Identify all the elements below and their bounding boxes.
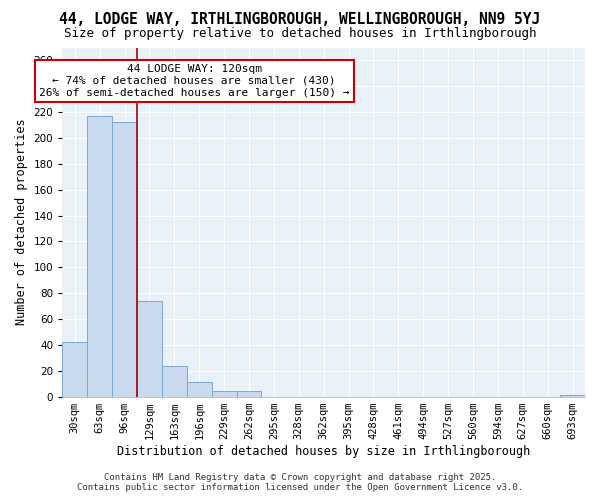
Text: 44 LODGE WAY: 120sqm
← 74% of detached houses are smaller (430)
26% of semi-deta: 44 LODGE WAY: 120sqm ← 74% of detached h… [39,64,349,98]
Text: Size of property relative to detached houses in Irthlingborough: Size of property relative to detached ho… [64,28,536,40]
Bar [87,116,112,396]
Bar [236,392,262,396]
Text: 44, LODGE WAY, IRTHLINGBOROUGH, WELLINGBOROUGH, NN9 5YJ: 44, LODGE WAY, IRTHLINGBOROUGH, WELLINGB… [59,12,541,28]
X-axis label: Distribution of detached houses by size in Irthlingborough: Distribution of detached houses by size … [117,444,530,458]
Bar [162,366,187,396]
Bar [212,392,236,396]
Bar [62,342,87,396]
Y-axis label: Number of detached properties: Number of detached properties [15,118,28,326]
Bar [137,301,162,396]
Text: Contains HM Land Registry data © Crown copyright and database right 2025.
Contai: Contains HM Land Registry data © Crown c… [77,473,523,492]
Bar [112,122,137,396]
Bar [187,382,212,396]
